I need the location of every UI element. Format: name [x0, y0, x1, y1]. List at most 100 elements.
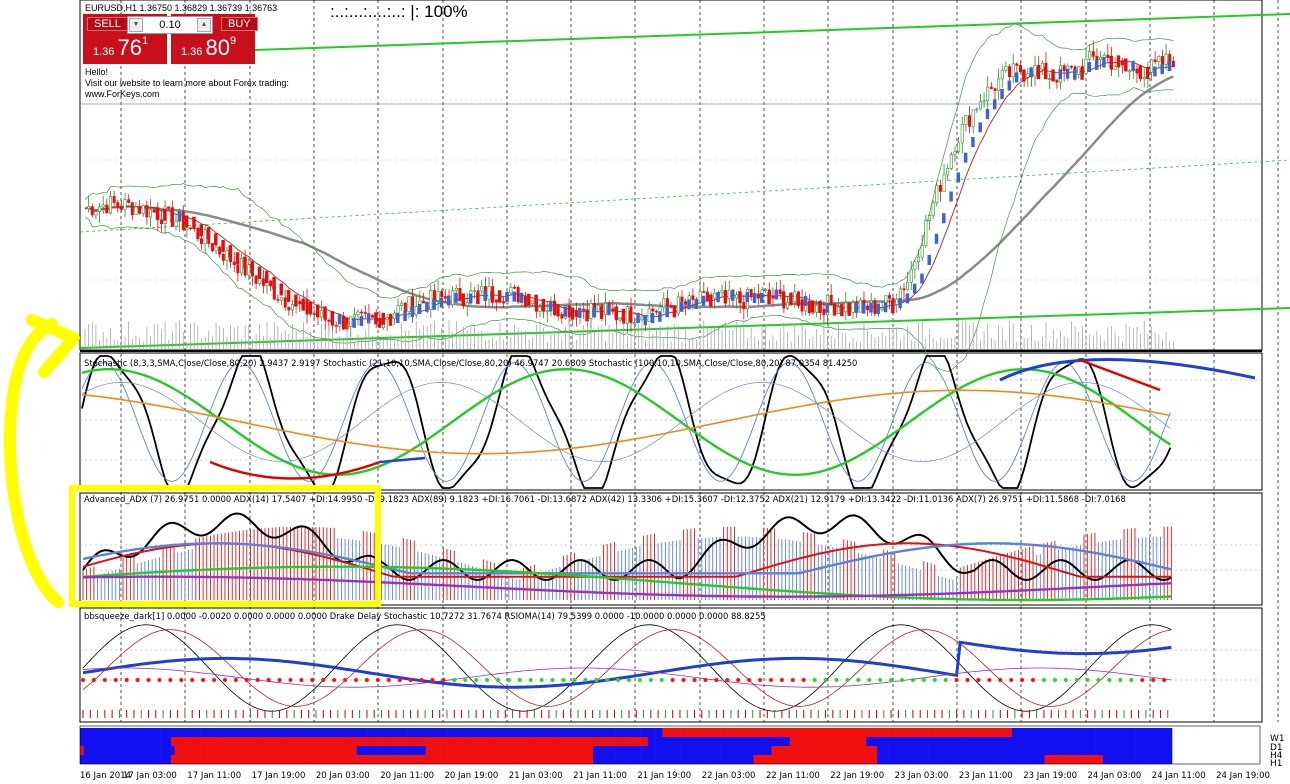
heatmap-cell [767, 746, 772, 755]
ha-block [345, 317, 349, 330]
heatmap-cell [262, 728, 266, 737]
heatmap-cell [505, 755, 510, 764]
squeeze-panel[interactable] [81, 624, 1172, 718]
heatmap-cell [225, 746, 230, 755]
heatmap-cell [1026, 746, 1031, 755]
heatmap-cell [1044, 728, 1049, 737]
candle-body [414, 306, 418, 316]
heatmap-cell [673, 737, 678, 746]
heatmap-cell [862, 728, 867, 737]
squeeze-dot [823, 678, 828, 682]
heatmap-cell [826, 746, 831, 755]
heatmap-cell [141, 737, 146, 746]
candle-body [396, 305, 400, 314]
ha-block [942, 213, 946, 224]
squeeze-dot [867, 678, 872, 682]
info-line-1: Hello! [85, 67, 109, 77]
heatmap-cell [1099, 755, 1104, 764]
heatmap-cell [258, 755, 263, 764]
heatmap-cell [145, 746, 150, 755]
lot-size-input[interactable]: ▼ 0.10 ▲ [127, 16, 213, 34]
heatmap-cell [527, 746, 532, 755]
symbol-line: EURUSD,H1 1.36750 1.36829 1.36739 1.3676… [85, 3, 278, 13]
adx-blue [82, 542, 1172, 575]
heatmap-cell [717, 755, 721, 764]
heatmap-cell [644, 755, 649, 764]
squeeze-dot [146, 678, 151, 682]
heatmap-cell [349, 746, 354, 755]
heatmap-cell [171, 755, 175, 764]
candle-body [640, 316, 644, 321]
heatmap-cell [786, 728, 791, 737]
price-panel[interactable] [79, 13, 1290, 372]
lot-increase-icon[interactable]: ▲ [197, 18, 211, 32]
heatmap-cell [1070, 755, 1075, 764]
heatmap-cell [509, 737, 514, 746]
heatmap-cell [567, 728, 572, 737]
heatmap-cell [491, 737, 496, 746]
heatmap-cell [633, 755, 638, 764]
heatmap-cell [804, 755, 809, 764]
ha-block [847, 303, 851, 316]
heatmap-cell [818, 737, 823, 746]
squeeze-dot [157, 678, 162, 682]
heatmap-cell [476, 755, 481, 764]
heatmap-cell [371, 737, 376, 746]
heatmap-cell [724, 755, 729, 764]
candle-body [152, 209, 156, 213]
heatmap-cell [469, 737, 474, 746]
heatmap-cell [349, 755, 354, 764]
heatmap-cell [680, 746, 685, 755]
ha-block [570, 307, 575, 320]
timeframe-heatmap [79, 725, 1261, 765]
heatmap-cell [200, 755, 205, 764]
heatmap-cell [997, 755, 1002, 764]
heatmap-cell [869, 746, 874, 755]
stochastic-panel[interactable] [81, 355, 1256, 489]
heatmap-cell [673, 755, 678, 764]
heatmap-cell [604, 746, 609, 755]
heatmap-cell [666, 737, 670, 746]
ha-block [1116, 55, 1121, 68]
candle-body [538, 306, 542, 312]
heatmap-cell [200, 728, 205, 737]
candle-body [531, 300, 535, 304]
squeeze-dot [561, 678, 566, 682]
candle-body [108, 195, 112, 214]
ha-block [905, 293, 910, 304]
adx-panel[interactable] [82, 512, 1172, 602]
heatmap-cell [560, 728, 565, 737]
heatmap-cell [356, 728, 361, 737]
heatmap-cell [717, 728, 721, 737]
info-message: Hello! Visit our website to learn more a… [85, 67, 289, 100]
squeeze-dot [321, 678, 326, 682]
candle-body [946, 168, 950, 176]
heatmap-cell [986, 728, 991, 737]
heatmap-cell [407, 728, 412, 737]
heatmap-cell [556, 737, 561, 746]
candle-body [422, 300, 426, 304]
heatmap-cell [906, 746, 911, 755]
heatmap-cell [862, 737, 867, 746]
squeeze-dot [386, 678, 391, 682]
heatmap-cell [502, 728, 507, 737]
heatmap-cell [960, 728, 965, 737]
heatmap-cell [258, 746, 263, 755]
heatmap-cell [1088, 746, 1093, 755]
heatmap-cell [229, 728, 234, 737]
heatmap-cell [382, 728, 387, 737]
heatmap-cell [757, 737, 761, 746]
heatmap-cell [302, 737, 306, 746]
heatmap-cell [309, 755, 314, 764]
heatmap-cell [287, 728, 292, 737]
heatmap-cell [447, 737, 452, 746]
heatmap-cell [626, 755, 630, 764]
heatmap-cell [1062, 755, 1067, 764]
lot-decrease-icon[interactable]: ▼ [129, 18, 143, 32]
ha-block [403, 310, 407, 321]
squeeze-dot [1118, 678, 1123, 682]
candle-body [1095, 56, 1099, 60]
candle-body [978, 101, 982, 110]
heatmap-cell [294, 755, 299, 764]
heatmap-cell [844, 737, 849, 746]
